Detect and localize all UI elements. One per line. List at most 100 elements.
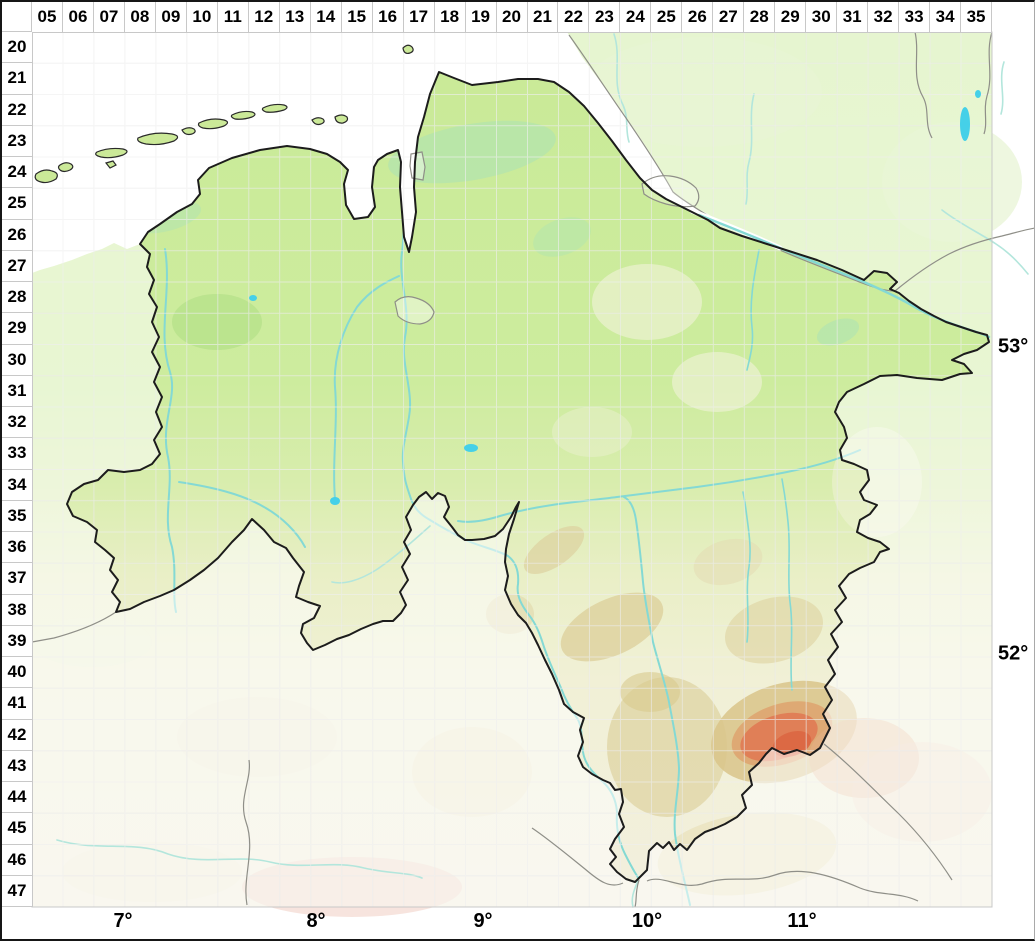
column-header-label: 28 xyxy=(744,2,776,32)
row-header-label: 46 xyxy=(2,845,32,876)
column-header-label: 26 xyxy=(682,2,714,32)
latitude-label: 53° xyxy=(998,335,1029,358)
neighbor-rivers xyxy=(56,33,1029,908)
column-header-label: 15 xyxy=(342,2,373,32)
island-neuwerk xyxy=(402,44,414,55)
grid-corner-cell xyxy=(2,2,32,32)
column-header-label: 08 xyxy=(125,2,156,32)
row-header-label: 21 xyxy=(2,63,32,95)
column-header-label: 33 xyxy=(899,2,931,32)
column-header-label: 09 xyxy=(156,2,187,32)
longitude-label: 8° xyxy=(306,910,326,932)
alster-river xyxy=(745,93,755,205)
row-header-label: 36 xyxy=(2,532,32,564)
island-memmert xyxy=(104,160,117,169)
row-header-label: 26 xyxy=(2,220,32,251)
column-header-label: 07 xyxy=(94,2,125,32)
saxony-anhalt-border xyxy=(823,743,953,881)
luebeck-border xyxy=(983,31,993,135)
island-mellum xyxy=(311,117,325,126)
column-header-label: 19 xyxy=(466,2,497,32)
nrw-inner-border xyxy=(242,759,251,906)
column-header-label: 16 xyxy=(373,2,404,32)
hessen-border xyxy=(531,827,624,886)
column-header-label: 12 xyxy=(249,2,280,32)
column-header-label: 17 xyxy=(404,2,435,32)
latitude-label: 52° xyxy=(998,642,1029,665)
row-header-label: 23 xyxy=(2,126,32,157)
lakes xyxy=(249,90,981,505)
island-minsener-oog xyxy=(334,114,349,124)
row-header-label: 41 xyxy=(2,688,32,720)
island-borkum xyxy=(34,169,58,184)
column-header-label: 35 xyxy=(961,2,993,32)
trave-river xyxy=(1000,61,1005,115)
row-header-label: 24 xyxy=(2,157,32,189)
bremen-outline xyxy=(394,296,435,325)
netherlands-border xyxy=(31,611,117,643)
column-header-label: 06 xyxy=(63,2,94,32)
island-baltrum xyxy=(181,127,196,136)
column-header-label: 05 xyxy=(32,2,63,32)
east-frisian-islands xyxy=(34,44,414,184)
row-header-column: 20 21 22 23 24 25 26 27 28 29 30 31 32 33 34 35 36 37 38 39… xyxy=(2,32,33,907)
longitude-label: 11° xyxy=(787,910,817,932)
mecklenburg-border xyxy=(894,227,1034,292)
longitude-label: 10° xyxy=(631,910,663,932)
longitude-label: 7° xyxy=(113,910,133,932)
column-header-label: 14 xyxy=(311,2,342,32)
island-lütje xyxy=(57,162,74,173)
werre-river xyxy=(331,525,431,584)
island-juist xyxy=(95,147,128,159)
row-header-label: 43 xyxy=(2,751,32,782)
column-header-label: 27 xyxy=(713,2,745,32)
column-header-label: 29 xyxy=(775,2,807,32)
column-header-label: 10 xyxy=(187,2,218,32)
small-lake-ne xyxy=(975,90,981,98)
island-langeoog xyxy=(197,118,229,130)
steinhuder-meer xyxy=(464,444,478,452)
row-header-label: 29 xyxy=(2,313,32,345)
hamburg-outline xyxy=(641,175,700,208)
duemmer-lake xyxy=(330,497,340,505)
column-header-label: 32 xyxy=(868,2,900,32)
row-header-label: 35 xyxy=(2,501,32,532)
row-header-label: 30 xyxy=(2,345,32,376)
column-header-label: 11 xyxy=(218,2,249,32)
row-header-label: 44 xyxy=(2,782,32,814)
werra-state-border xyxy=(634,879,640,908)
row-header-label: 39 xyxy=(2,626,32,657)
holstein-inner-border xyxy=(914,31,933,139)
row-header-label: 47 xyxy=(2,876,32,907)
row-header-label: 34 xyxy=(2,470,32,501)
longitude-label: 9° xyxy=(473,910,493,932)
row-header-label: 37 xyxy=(2,563,32,595)
column-header-row: 05 06 07 08 09 10 11 12 13 14 15 16 17 18 19 20 21 22 23 24… xyxy=(32,2,993,33)
island-wangerooge xyxy=(261,103,288,113)
column-header-label: 13 xyxy=(280,2,311,32)
column-header-label: 23 xyxy=(589,2,621,32)
ratzeburg-lake xyxy=(960,107,970,141)
column-header-label: 25 xyxy=(651,2,683,32)
lippe-river xyxy=(56,839,423,879)
column-header-label: 18 xyxy=(435,2,466,32)
stoer-river xyxy=(613,33,630,143)
werra-river xyxy=(631,880,639,908)
column-header-label: 21 xyxy=(528,2,559,32)
row-header-label: 40 xyxy=(2,657,32,689)
row-header-label: 31 xyxy=(2,376,32,407)
thuringia-border xyxy=(646,870,919,902)
row-header-label: 45 xyxy=(2,813,32,845)
column-header-label: 22 xyxy=(558,2,590,32)
column-header-label: 31 xyxy=(837,2,869,32)
row-header-label: 27 xyxy=(2,251,32,282)
neighbor-borders xyxy=(31,31,1034,908)
north-sea xyxy=(32,32,718,273)
column-header-label: 34 xyxy=(930,2,962,32)
column-header-label: 20 xyxy=(497,2,528,32)
bremerhaven-outline xyxy=(409,151,426,181)
row-header-label: 28 xyxy=(2,282,32,314)
island-norderney xyxy=(137,132,179,146)
